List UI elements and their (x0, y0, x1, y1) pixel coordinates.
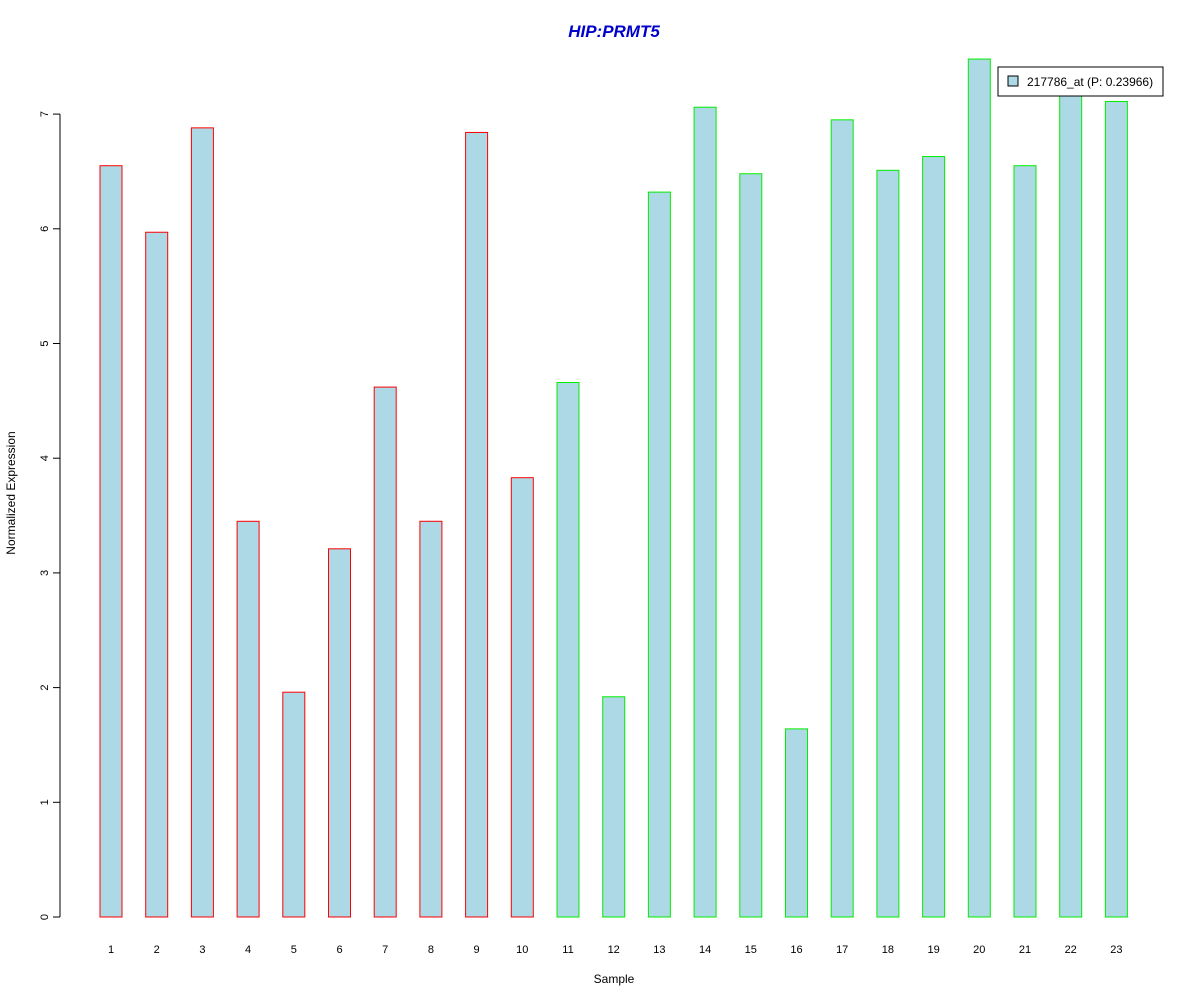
x-tick-label: 21 (1019, 944, 1031, 956)
bar (1059, 90, 1083, 918)
y-tick-label: 7 (39, 111, 51, 117)
y-tick-label: 5 (39, 340, 51, 346)
x-tick-label: 3 (199, 944, 205, 956)
bar (465, 131, 489, 918)
bar (739, 173, 763, 918)
bar (967, 58, 991, 918)
x-tick-label: 10 (516, 944, 528, 956)
y-tick-label: 4 (39, 455, 51, 461)
legend-label: 217786_at (P: 0.23966) (1027, 75, 1153, 89)
x-tick-label: 15 (745, 944, 757, 956)
x-tick-label: 19 (927, 944, 939, 956)
bar (510, 477, 534, 918)
x-tick-label: 4 (245, 944, 251, 956)
bar (236, 520, 260, 918)
x-tick-label: 7 (382, 944, 388, 956)
x-axis-tick-labels: 1 2 3 4 5 6 7 8 9 10 11 12 13 14 15 16 17 18 19 20 21 22 23 (108, 944, 1123, 956)
chart-title: HIP:PRMT5 (568, 22, 660, 41)
bar (282, 691, 306, 918)
bar (693, 106, 717, 918)
bar (328, 548, 351, 918)
bar (830, 119, 854, 918)
x-tick-label: 13 (653, 944, 665, 956)
x-tick-label: 5 (291, 944, 297, 956)
bar (647, 191, 671, 918)
bar (1013, 165, 1037, 918)
y-tick-label: 3 (39, 570, 51, 576)
bar (556, 381, 580, 918)
bar (785, 728, 808, 918)
legend-swatch (1007, 75, 1019, 87)
legend-box (997, 66, 1164, 97)
x-tick-label: 17 (836, 944, 848, 956)
bar (190, 127, 214, 918)
x-tick-label: 6 (336, 944, 342, 956)
y-tick-label: 2 (39, 685, 51, 691)
x-tick-label: 12 (608, 944, 620, 956)
x-tick-label: 8 (428, 944, 434, 956)
bars (99, 58, 1128, 918)
y-tick-label: 6 (39, 226, 51, 232)
x-tick-label: 22 (1065, 944, 1077, 956)
x-tick-label: 20 (973, 944, 985, 956)
x-tick-label: 18 (882, 944, 894, 956)
x-tick-label: 1 (108, 944, 114, 956)
x-axis-label: Sample (594, 972, 635, 986)
x-tick-label: 2 (154, 944, 160, 956)
y-tick-label: 0 (39, 914, 51, 920)
x-tick-label: 9 (474, 944, 480, 956)
y-tick-label: 1 (39, 799, 51, 805)
bar (373, 386, 397, 918)
bar (876, 169, 900, 918)
x-tick-label: 16 (790, 944, 802, 956)
y-axis: 0 1 2 3 4 5 6 7 (39, 111, 61, 920)
bar (99, 165, 123, 918)
legend: 217786_at (P: 0.23966) (997, 66, 1164, 97)
bar (602, 696, 626, 918)
y-axis-label: Normalized Expression (4, 431, 18, 554)
x-tick-label: 14 (699, 944, 711, 956)
x-tick-label: 11 (562, 944, 573, 956)
bar (1104, 100, 1128, 918)
bar (419, 520, 443, 918)
bar (145, 231, 169, 918)
x-tick-label: 23 (1110, 944, 1122, 956)
bar (922, 156, 946, 918)
